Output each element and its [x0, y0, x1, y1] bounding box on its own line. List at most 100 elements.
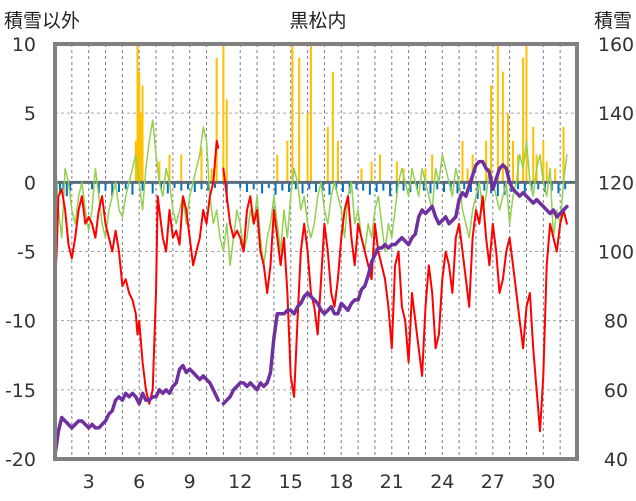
bar-1 — [375, 182, 378, 193]
bar-1 — [200, 182, 203, 190]
bar-1 — [294, 182, 297, 190]
bar-1 — [274, 182, 277, 195]
x-tick-label: 15 — [279, 471, 303, 493]
bar-0 — [360, 168, 363, 183]
bar-0 — [424, 168, 427, 183]
bar-1 — [483, 182, 486, 191]
x-tick-label: 21 — [380, 471, 404, 493]
bar-0 — [461, 140, 464, 183]
bar-0 — [200, 147, 203, 183]
bar-0 — [215, 57, 218, 183]
bar-1 — [193, 182, 196, 193]
bar-0 — [395, 161, 398, 183]
bar-0 — [512, 140, 515, 183]
bar-0 — [139, 113, 142, 183]
bar-0 — [496, 44, 499, 183]
x-tick-label: 30 — [531, 471, 555, 493]
bar-1 — [362, 182, 365, 191]
bar-1 — [245, 182, 248, 193]
bar-0 — [168, 154, 171, 183]
bar-0 — [431, 154, 434, 183]
bar-1 — [537, 182, 540, 190]
bar-1 — [429, 182, 432, 194]
left-tick-label: -5 — [17, 242, 36, 264]
bar-1 — [436, 182, 439, 190]
bar-1 — [328, 182, 331, 195]
bar-0 — [286, 140, 289, 183]
frame-rect — [53, 42, 579, 461]
bar-0 — [225, 99, 228, 183]
bar-0 — [542, 140, 545, 183]
x-tick-label: 9 — [184, 471, 196, 493]
bar-0 — [525, 44, 528, 183]
bar-1 — [160, 182, 163, 190]
bar-1 — [180, 182, 183, 191]
bar-1 — [207, 182, 210, 191]
series-line-4 — [221, 159, 569, 406]
bar-0 — [210, 168, 213, 183]
bar-1 — [456, 182, 459, 194]
tick-labels: -20 -15 -10 -5 0 5 10 40 60 80 100 120 140 160 3 6 9 12 15… — [5, 34, 634, 493]
bar-1 — [166, 182, 169, 194]
bar-0 — [522, 57, 525, 183]
bar-1 — [261, 182, 264, 194]
bar-0 — [141, 85, 144, 183]
bar-1 — [301, 182, 304, 194]
series-line-0 — [55, 139, 220, 405]
bar-1 — [442, 182, 445, 193]
bar-0 — [501, 71, 504, 183]
bar-0 — [554, 168, 557, 183]
bar-1 — [517, 182, 520, 190]
bar-1 — [395, 182, 398, 194]
bar-1 — [422, 182, 425, 191]
left-tick-label: 5 — [24, 103, 36, 125]
bar-1 — [402, 182, 405, 191]
bar-0 — [545, 161, 548, 183]
bar-1 — [173, 182, 176, 188]
left-tick-label: -15 — [5, 380, 36, 402]
bar-1 — [141, 182, 144, 191]
bar-1 — [151, 182, 154, 194]
bar-0 — [378, 154, 381, 183]
plot-frame — [53, 42, 579, 461]
bar-1 — [557, 182, 560, 194]
bar-1 — [111, 182, 114, 197]
bar-1 — [355, 182, 358, 190]
x-tick-label: 27 — [481, 471, 505, 493]
bar-1 — [389, 182, 392, 197]
bar-1 — [281, 182, 284, 191]
x-tick-label: 6 — [133, 471, 145, 493]
bar-1 — [382, 182, 385, 191]
bar-0 — [158, 161, 161, 183]
bar-1 — [469, 182, 472, 193]
left-tick-label: -20 — [5, 449, 36, 471]
bar-0 — [506, 113, 509, 183]
bar-1 — [523, 182, 526, 194]
series-line-3 — [55, 363, 221, 458]
bar-0 — [562, 127, 565, 183]
bar-1 — [288, 182, 291, 193]
right-tick-label: 60 — [604, 380, 628, 402]
bar-1 — [91, 182, 94, 190]
series-line-1 — [222, 167, 568, 433]
bar-0 — [291, 44, 294, 183]
right-tick-label: 120 — [598, 172, 634, 194]
bar-0 — [471, 154, 474, 183]
bar-0 — [180, 154, 183, 183]
left-axis-label: 積雪以外 — [4, 10, 80, 32]
bar-0 — [138, 71, 141, 183]
bar-1 — [213, 182, 216, 188]
bar-0 — [336, 140, 339, 183]
bar-1 — [321, 182, 324, 191]
x-tick-label: 18 — [329, 471, 353, 493]
bar-1 — [124, 182, 127, 190]
bar-0 — [276, 154, 279, 183]
chart-title: 黒松内 — [289, 10, 346, 32]
bar-0 — [136, 44, 139, 183]
bar-1 — [463, 182, 466, 190]
bar-0 — [466, 168, 469, 183]
left-tick-label: -10 — [5, 311, 36, 333]
bar-1 — [267, 182, 270, 188]
